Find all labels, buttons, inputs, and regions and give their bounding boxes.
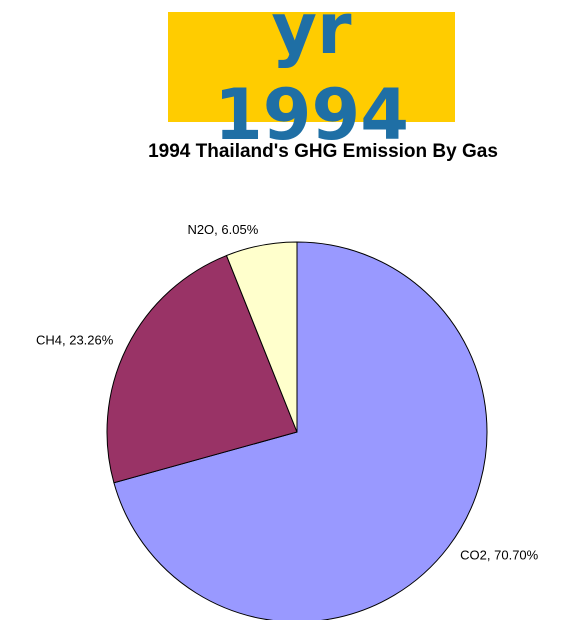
chart-title: 1994 Thailand's GHG Emission By Gas — [148, 141, 498, 162]
slice-label: CH4, 23.26% — [36, 332, 114, 347]
pie-slice — [113, 241, 488, 620]
slice-label: CO2, 70.70% — [460, 548, 538, 563]
pie-slice — [225, 241, 298, 433]
header-box — [168, 12, 455, 122]
header-label: yr 1994 — [214, 0, 409, 156]
slice-label: N2O, 6.05% — [187, 222, 258, 237]
pie-slice — [106, 254, 298, 484]
